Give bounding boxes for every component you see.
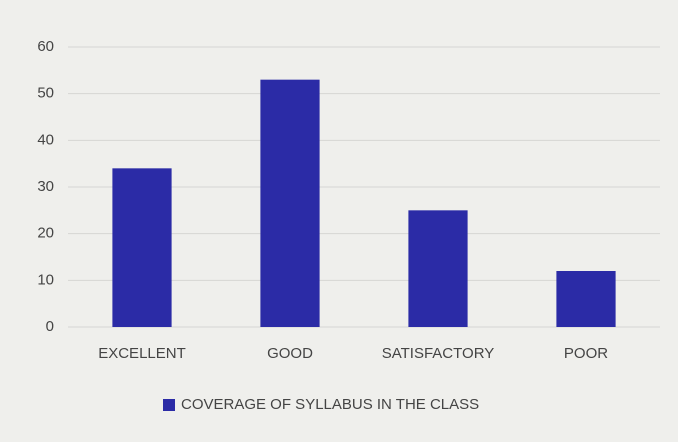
y-tick-label: 10 [37,271,54,288]
bar [112,168,172,327]
legend-swatch [163,399,175,411]
y-tick-label: 60 [37,38,54,55]
bar [556,271,616,327]
y-tick-label: 30 [37,178,54,195]
y-tick-label: 20 [37,225,54,242]
x-tick-label: SATISFACTORY [382,345,495,362]
x-tick-label: EXCELLENT [98,345,186,362]
bar [408,210,468,327]
x-tick-label: POOR [564,345,608,362]
x-tick-label: GOOD [267,345,313,362]
bar [260,79,320,328]
y-tick-label: 50 [37,85,54,102]
y-tick-label: 0 [46,318,54,335]
y-tick-label: 40 [37,131,54,148]
legend-label: COVERAGE OF SYLLABUS IN THE CLASS [181,396,479,413]
